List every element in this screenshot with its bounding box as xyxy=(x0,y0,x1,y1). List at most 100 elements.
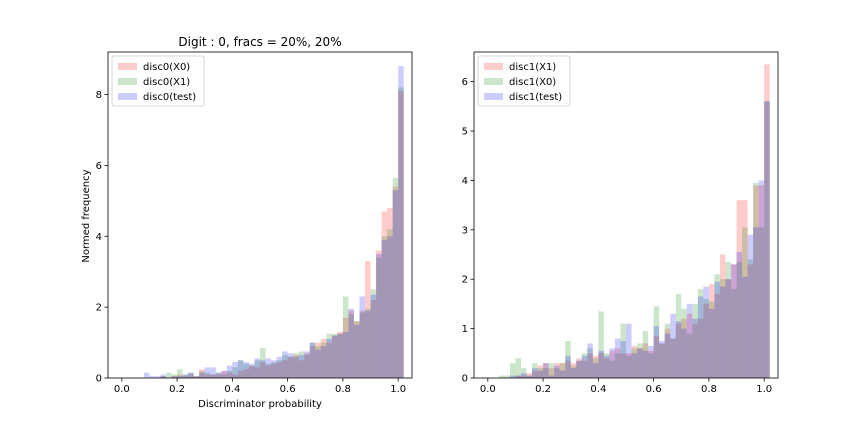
histogram-bar xyxy=(714,281,720,378)
histogram-bar xyxy=(598,353,604,378)
legend-swatch xyxy=(484,93,503,100)
histogram-bar xyxy=(171,374,178,378)
histogram-bar xyxy=(381,211,388,378)
histogram-bar xyxy=(731,264,737,378)
y-tick-label: 8 xyxy=(96,90,102,101)
histogram-bar xyxy=(719,279,726,378)
histogram-bar xyxy=(620,340,626,378)
histogram-bar xyxy=(298,354,305,378)
histogram-bar xyxy=(592,355,599,378)
histogram-bar xyxy=(342,317,349,378)
histogram-bar xyxy=(320,342,327,378)
histogram-bar xyxy=(254,367,260,378)
histogram-bar xyxy=(353,321,360,378)
histogram-bar xyxy=(664,333,671,378)
histogram-bar xyxy=(653,326,660,378)
histogram-bar xyxy=(304,354,310,378)
histogram-bar xyxy=(764,101,770,379)
histogram-bar xyxy=(265,363,272,378)
histogram-bar xyxy=(731,264,737,378)
histogram-bar xyxy=(504,375,510,378)
histogram-bar xyxy=(659,340,665,378)
histogram-bar xyxy=(331,335,338,378)
histogram-bar xyxy=(309,342,316,378)
histogram-bar xyxy=(648,350,654,378)
histogram-bar xyxy=(315,342,321,378)
histogram-bar xyxy=(387,207,393,378)
histogram-bar xyxy=(520,368,527,378)
histogram-bar xyxy=(226,372,233,378)
histogram-bar xyxy=(320,346,327,378)
histogram-bar xyxy=(353,321,360,378)
histogram-bar xyxy=(532,370,538,378)
histogram-bar xyxy=(670,338,676,378)
histogram-bar xyxy=(603,355,610,378)
histogram-bar xyxy=(154,376,161,378)
histogram-bar xyxy=(526,375,533,378)
histogram-bar xyxy=(381,239,388,378)
histogram-bar xyxy=(736,261,743,378)
histogram-bar xyxy=(370,300,377,378)
histogram-bar xyxy=(237,360,244,378)
histogram-bar xyxy=(587,348,593,378)
histogram-bar xyxy=(686,313,693,378)
legend-label: disc0(X0) xyxy=(143,62,190,73)
histogram-bar xyxy=(326,333,332,378)
histogram-bar xyxy=(581,360,588,378)
histogram-bar xyxy=(559,370,566,378)
x-tick-label: 0.2 xyxy=(535,384,551,395)
histogram-bar xyxy=(177,374,183,378)
histogram-bar xyxy=(603,353,610,378)
right-ticks: 0.0 0.2 0.4 0.6 0.8 1.0 0 1 2 3 4 5 6 xyxy=(462,77,773,395)
histogram-bar xyxy=(204,367,211,378)
right-bars xyxy=(498,64,770,379)
histogram-bar xyxy=(359,296,366,378)
histogram-bar xyxy=(182,374,189,378)
histogram-bar xyxy=(509,363,516,378)
y-tick-label: 5 xyxy=(462,127,468,138)
y-tick-label: 0 xyxy=(96,374,102,385)
histogram-bar xyxy=(293,354,299,378)
histogram-bar xyxy=(526,373,533,378)
histogram-bar xyxy=(287,353,294,378)
histogram-bar xyxy=(626,323,632,378)
histogram-bar xyxy=(260,347,266,378)
histogram-bar xyxy=(537,365,544,378)
histogram-bar xyxy=(515,358,521,378)
histogram-bar xyxy=(337,333,343,378)
histogram-bar xyxy=(675,294,682,378)
left-bars xyxy=(143,66,404,378)
histogram-bar xyxy=(670,338,676,378)
histogram-bar xyxy=(160,376,167,378)
histogram-bar xyxy=(149,376,155,378)
x-tick-label: 0.4 xyxy=(224,384,240,395)
histogram-bar xyxy=(243,363,249,378)
histogram-bar xyxy=(342,296,349,378)
histogram-bar xyxy=(548,375,555,378)
left-chart-title: Digit : 0, fracs = 20%, 20% xyxy=(178,35,341,49)
histogram-bar xyxy=(282,351,288,378)
histogram-bar xyxy=(576,358,582,378)
histogram-bar xyxy=(570,368,577,378)
histogram-bar xyxy=(731,289,737,378)
left-xlabel: Discriminator probability xyxy=(198,399,322,410)
histogram-bar xyxy=(598,311,604,378)
y-tick-label: 2 xyxy=(462,275,468,286)
histogram-bar xyxy=(697,318,704,378)
histogram-bar xyxy=(215,372,222,378)
histogram-bar xyxy=(675,323,682,378)
histogram-bar xyxy=(692,303,698,378)
histogram-bar xyxy=(742,227,748,378)
histogram-bar xyxy=(642,343,649,378)
histogram-bar xyxy=(637,343,643,378)
left-histogram-panel: Digit : 0, fracs = 20%, 20% Normed frequ… xyxy=(81,35,413,410)
histogram-bar xyxy=(532,368,538,378)
histogram-bar xyxy=(359,312,366,378)
histogram-bar xyxy=(398,90,404,378)
histogram-bar xyxy=(320,339,327,378)
x-tick-label: 0.4 xyxy=(590,384,606,395)
histogram-bar xyxy=(648,345,654,378)
histogram-bar xyxy=(237,370,244,378)
histogram-bar xyxy=(554,365,560,378)
